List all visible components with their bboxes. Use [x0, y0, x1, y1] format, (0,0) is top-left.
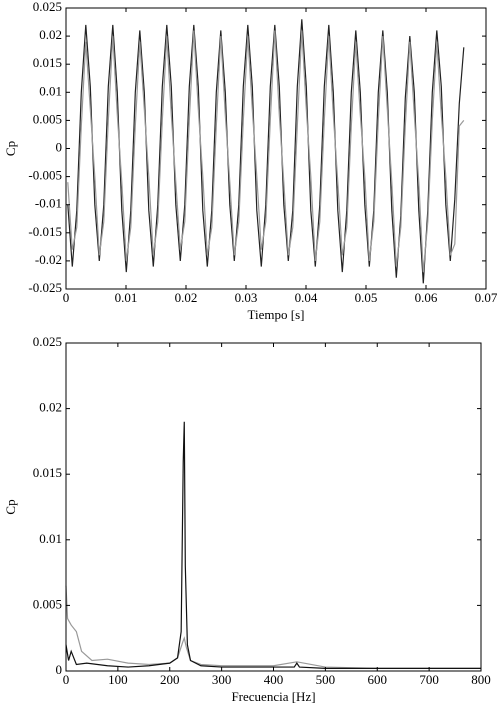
y-tick-label: -0.02: [35, 252, 62, 267]
y-tick-label: 0: [56, 662, 63, 677]
series-line: [65, 585, 481, 669]
x-tick-label: 0: [63, 672, 70, 687]
x-tick-label: 0.04: [295, 290, 318, 305]
series-line: [65, 421, 481, 669]
x-tick-label: 500: [316, 672, 336, 687]
x-tick-label: 0.05: [355, 290, 378, 305]
x-tick-label: 0: [63, 290, 70, 305]
y-tick-label: 0.005: [33, 596, 62, 611]
x-axis-label: Tiempo [s]: [248, 307, 305, 322]
y-tick-label: 0: [56, 139, 63, 154]
y-tick-label: 0.015: [33, 465, 62, 480]
y-tick-label: 0.025: [33, 334, 62, 349]
y-tick-label: -0.01: [35, 196, 62, 211]
y-tick-label: 0.01: [39, 531, 62, 546]
y-axis-label: Cp: [3, 141, 18, 156]
x-tick-label: 600: [368, 672, 388, 687]
y-axis-label: Cp: [3, 499, 18, 514]
y-tick-label: 0.02: [39, 27, 62, 42]
y-tick-label: 0.01: [39, 83, 62, 98]
x-tick-label: 800: [471, 672, 491, 687]
x-tick-label: 300: [212, 672, 232, 687]
y-tick-label: 0.005: [33, 111, 62, 126]
x-tick-label: 700: [419, 672, 439, 687]
x-tick-label: 100: [108, 672, 128, 687]
y-tick-label: 0.015: [33, 55, 62, 70]
x-tick-label: 0.03: [235, 290, 258, 305]
x-tick-label: 0.07: [475, 290, 498, 305]
x-tick-label: 200: [160, 672, 180, 687]
y-tick-label: 0.02: [39, 400, 62, 415]
x-tick-label: 400: [264, 672, 284, 687]
y-tick-label: -0.005: [28, 168, 62, 183]
x-tick-label: 0.02: [175, 290, 198, 305]
series-line: [67, 30, 465, 273]
x-axis-label: Frecuencia [Hz]: [231, 689, 315, 704]
x-tick-label: 0.06: [415, 290, 438, 305]
plot-frame: [65, 342, 482, 672]
y-tick-label: 0.025: [33, 0, 62, 14]
x-tick-label: 0.01: [115, 290, 138, 305]
y-tick-label: -0.015: [28, 224, 62, 239]
y-tick-label: -0.025: [28, 280, 62, 295]
